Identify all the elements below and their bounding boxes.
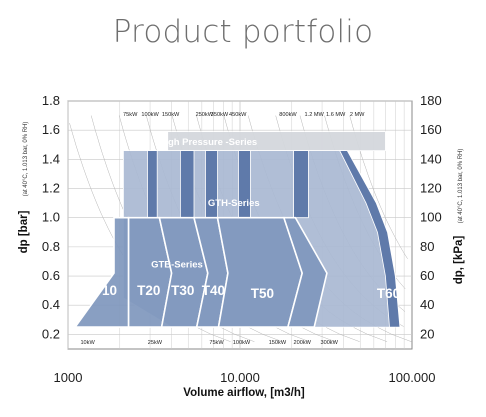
y-tick-right: 60 bbox=[420, 268, 434, 283]
power-label-top: 350kW bbox=[211, 112, 229, 118]
series-label: High Pressure -Series bbox=[158, 137, 257, 148]
region-t60 bbox=[282, 216, 328, 328]
power-label-top: 450kW bbox=[229, 112, 247, 118]
model-label: T60 bbox=[377, 286, 400, 301]
y-tick-left: 1.0 bbox=[42, 210, 60, 225]
region-gth-series-stripe-2 bbox=[179, 150, 195, 219]
y-tick-left: 1.2 bbox=[42, 181, 60, 196]
y-tick-left: 0.8 bbox=[42, 239, 60, 254]
power-label-top: 250kW bbox=[196, 112, 214, 118]
y-axis-label-left: dp [bar] bbox=[18, 210, 30, 253]
y-axis-note-right: (at 40°C, 1.013 bar, 0% RH) bbox=[458, 149, 464, 224]
power-label-top: 150kW bbox=[162, 112, 180, 118]
region-high-pressure-series bbox=[167, 131, 386, 152]
power-label-bottom: 25kW bbox=[148, 340, 163, 346]
y-tick-right: 40 bbox=[420, 297, 434, 312]
power-label-top: 800kW bbox=[279, 112, 297, 118]
page-title: Product portfolio bbox=[112, 14, 374, 50]
power-label-bottom: 75kW bbox=[209, 340, 224, 346]
y-axis-label-right: dp, [kPa] bbox=[453, 236, 465, 285]
power-label-top: 100kW bbox=[141, 112, 159, 118]
power-label-bottom: 10kW bbox=[80, 340, 95, 346]
region-gth-series-stripe-6 bbox=[339, 150, 401, 328]
y-tick-left: 0.4 bbox=[42, 297, 60, 312]
region-gth-series-stripe-1 bbox=[147, 150, 158, 219]
y-tick-right: 120 bbox=[420, 181, 442, 196]
model-label: T20 bbox=[137, 283, 160, 298]
y-tick-right: 20 bbox=[420, 326, 434, 341]
power-label-top: 1.6 MW bbox=[326, 112, 346, 118]
label-layer: High Pressure -Series GTH-Series GTB-Serie… bbox=[80, 112, 400, 346]
x-tick: 10.000 bbox=[220, 370, 260, 385]
power-label-top: 75kW bbox=[123, 112, 138, 118]
y-tick-right: 180 bbox=[420, 93, 442, 108]
y-tick-left: 0.2 bbox=[42, 326, 60, 341]
model-label: T40 bbox=[202, 283, 225, 298]
y-tick-right: 140 bbox=[420, 151, 442, 166]
y-tick-left: 1.4 bbox=[42, 151, 60, 166]
region-layer bbox=[73, 131, 401, 328]
y-tick-left: 0.6 bbox=[42, 268, 60, 283]
y-axis-note-left: (at 40°C, 1.013 bar, 0% RH) bbox=[23, 122, 29, 197]
series-label: GTB-Series bbox=[151, 259, 203, 270]
power-label-bottom: 200kW bbox=[294, 340, 312, 346]
power-label-top: 2 MW bbox=[350, 112, 365, 118]
model-label: T50 bbox=[251, 286, 274, 301]
region-gth-series-stripe-5 bbox=[293, 150, 309, 219]
region-t10 bbox=[73, 216, 130, 328]
y-tick-left: 1.6 bbox=[42, 122, 60, 137]
x-axis-label: Volume airflow, [m3/h] bbox=[183, 387, 305, 399]
series-label: GTH-Series bbox=[208, 198, 260, 209]
power-label-bottom: 300kW bbox=[320, 340, 338, 346]
model-label: T10 bbox=[94, 283, 117, 298]
power-label-bottom: 100kW bbox=[233, 340, 251, 346]
y-tick-right: 100 bbox=[420, 210, 442, 225]
x-tick: 100.000 bbox=[389, 370, 436, 385]
y-tick-right: 80 bbox=[420, 239, 434, 254]
y-tick-right: 160 bbox=[420, 122, 442, 137]
tick-layer: 0.2 0.4 0.6 0.8 1.0 1.2 1.4 1.6 1.8 20 40 60 80 100 12… bbox=[42, 93, 442, 385]
power-label-bottom: 150kW bbox=[269, 340, 287, 346]
model-label: T30 bbox=[171, 283, 194, 298]
x-tick: 1000 bbox=[54, 370, 83, 385]
power-label-top: 1.2 MW bbox=[305, 112, 325, 118]
y-tick-left: 1.8 bbox=[42, 93, 60, 108]
